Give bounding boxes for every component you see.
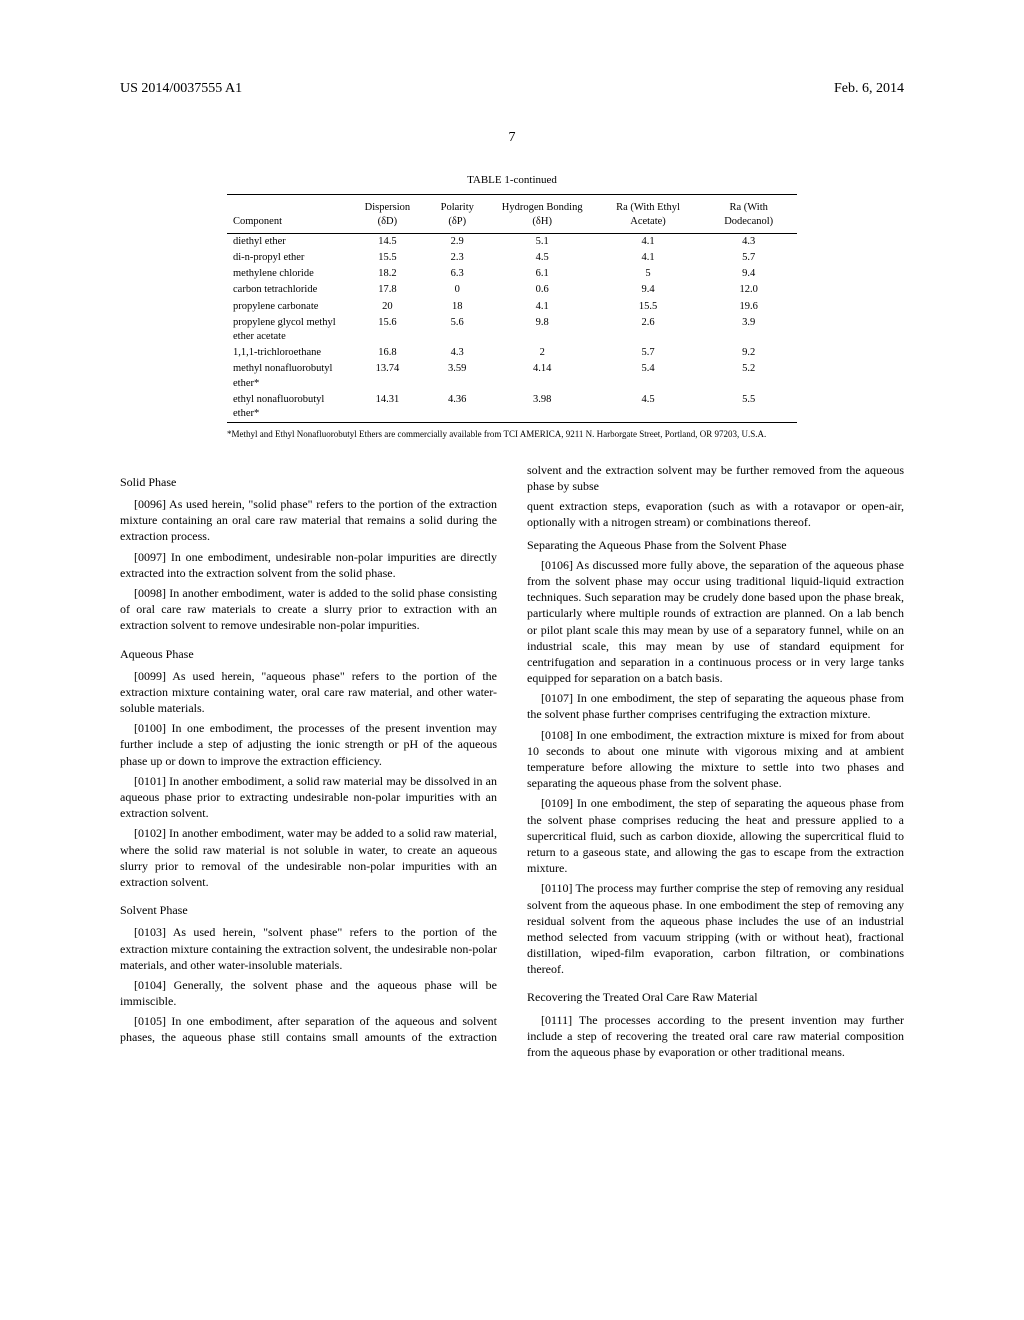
col-header: Polarity (δP) [426, 197, 489, 234]
body-text: Solid Phase [0096] As used herein, "soli… [120, 462, 904, 1060]
table-cell: 18 [426, 299, 489, 315]
table-cell: 18.2 [349, 266, 426, 282]
table-cell: 2.9 [426, 233, 489, 250]
table-row: di-n-propyl ether15.52.34.54.15.7 [227, 250, 797, 266]
table-cell: 13.74 [349, 361, 426, 391]
page-header: US 2014/0037555 A1 Feb. 6, 2014 [120, 80, 904, 99]
paragraph: [0099] As used herein, "aqueous phase" r… [120, 668, 497, 717]
table-cell: 5.2 [700, 361, 797, 391]
table-cell: 0 [426, 282, 489, 298]
table-cell: 4.5 [489, 250, 596, 266]
table-cell: 5.6 [426, 315, 489, 345]
table-cell: 4.1 [596, 233, 701, 250]
table-cell: 5.5 [700, 392, 797, 423]
paragraph: [0104] Generally, the solvent phase and … [120, 977, 497, 1009]
paragraph: [0102] In another embodiment, water may … [120, 825, 497, 890]
table-cell: 20 [349, 299, 426, 315]
table-cell: 16.8 [349, 345, 426, 361]
table-cell: methyl nonafluorobutyl ether* [227, 361, 349, 391]
table-caption: TABLE 1-continued [120, 173, 904, 188]
page-number: 7 [120, 129, 904, 148]
table-cell: propylene carbonate [227, 299, 349, 315]
section-heading: Solvent Phase [120, 902, 497, 918]
table-cell: 3.98 [489, 392, 596, 423]
paragraph: [0100] In one embodiment, the processes … [120, 720, 497, 769]
col-header: Ra (With Ethyl Acetate) [596, 197, 701, 234]
table-cell: 19.6 [700, 299, 797, 315]
table-cell: 3.9 [700, 315, 797, 345]
paragraph: [0111] The processes according to the pr… [527, 1012, 904, 1061]
table-cell: carbon tetrachloride [227, 282, 349, 298]
table-cell: 17.8 [349, 282, 426, 298]
section-heading: Recovering the Treated Oral Care Raw Mat… [527, 989, 904, 1005]
paragraph: [0097] In one embodiment, undesirable no… [120, 549, 497, 581]
table-cell: 6.1 [489, 266, 596, 282]
data-table: Component Dispersion (δD) Polarity (δP) … [227, 194, 797, 423]
table-cell: 15.5 [596, 299, 701, 315]
table-cell: 9.8 [489, 315, 596, 345]
table-cell: 9.2 [700, 345, 797, 361]
table-cell: 15.5 [349, 250, 426, 266]
table-row: carbon tetrachloride17.800.69.412.0 [227, 282, 797, 298]
table-row: methyl nonafluorobutyl ether*13.743.594.… [227, 361, 797, 391]
table-cell: diethyl ether [227, 233, 349, 250]
table-cell: 2.6 [596, 315, 701, 345]
col-header: Ra (With Dodecanol) [700, 197, 797, 234]
paragraph: [0106] As discussed more fully above, th… [527, 557, 904, 687]
table-cell: 2.3 [426, 250, 489, 266]
table-cell: 5.4 [596, 361, 701, 391]
table-cell: 4.3 [426, 345, 489, 361]
table-row: 1,1,1-trichloroethane16.84.325.79.2 [227, 345, 797, 361]
table-cell: 15.6 [349, 315, 426, 345]
paragraph-continuation: quent extraction steps, evaporation (suc… [527, 498, 904, 530]
table-row: propylene glycol methyl ether acetate15.… [227, 315, 797, 345]
doc-date: Feb. 6, 2014 [834, 80, 904, 99]
table-cell: 0.6 [489, 282, 596, 298]
table-row: methylene chloride18.26.36.159.4 [227, 266, 797, 282]
table-cell: 4.5 [596, 392, 701, 423]
table-cell: 12.0 [700, 282, 797, 298]
table-row: propylene carbonate20184.115.519.6 [227, 299, 797, 315]
run-in-heading: Separating the Aqueous Phase from the So… [527, 537, 904, 553]
table-cell: 14.31 [349, 392, 426, 423]
section-heading: Aqueous Phase [120, 646, 497, 662]
table-row: diethyl ether14.52.95.14.14.3 [227, 233, 797, 250]
table-cell: 2 [489, 345, 596, 361]
paragraph: [0109] In one embodiment, the step of se… [527, 795, 904, 876]
table-cell: 3.59 [426, 361, 489, 391]
table-cell: 4.1 [489, 299, 596, 315]
table-cell: 1,1,1-trichloroethane [227, 345, 349, 361]
table-cell: 5.1 [489, 233, 596, 250]
table-cell: methylene chloride [227, 266, 349, 282]
paragraph: [0101] In another embodiment, a solid ra… [120, 773, 497, 822]
table-cell: propylene glycol methyl ether acetate [227, 315, 349, 345]
table-cell: 4.36 [426, 392, 489, 423]
paragraph: [0096] As used herein, "solid phase" ref… [120, 496, 497, 545]
table-cell: 4.14 [489, 361, 596, 391]
paragraph: [0108] In one embodiment, the extraction… [527, 727, 904, 792]
table-cell: 14.5 [349, 233, 426, 250]
table-cell: 5 [596, 266, 701, 282]
paragraph: [0110] The process may further comprise … [527, 880, 904, 977]
col-header: Hydrogen Bonding (δH) [489, 197, 596, 234]
paragraph: [0103] As used herein, "solvent phase" r… [120, 924, 497, 973]
table-row: ethyl nonafluorobutyl ether*14.314.363.9… [227, 392, 797, 423]
table-cell: 4.1 [596, 250, 701, 266]
table-cell: 6.3 [426, 266, 489, 282]
table-cell: 5.7 [596, 345, 701, 361]
table-cell: 4.3 [700, 233, 797, 250]
col-header: Dispersion (δD) [349, 197, 426, 234]
table-cell: 9.4 [700, 266, 797, 282]
col-header: Component [227, 197, 349, 234]
table-cell: di-n-propyl ether [227, 250, 349, 266]
paragraph: [0098] In another embodiment, water is a… [120, 585, 497, 634]
doc-number: US 2014/0037555 A1 [120, 80, 242, 99]
table-cell: ethyl nonafluorobutyl ether* [227, 392, 349, 423]
section-heading: Solid Phase [120, 474, 497, 490]
paragraph: [0107] In one embodiment, the step of se… [527, 690, 904, 722]
table-cell: 5.7 [700, 250, 797, 266]
table-cell: 9.4 [596, 282, 701, 298]
table-footnote: *Methyl and Ethyl Nonafluorobutyl Ethers… [227, 429, 797, 440]
